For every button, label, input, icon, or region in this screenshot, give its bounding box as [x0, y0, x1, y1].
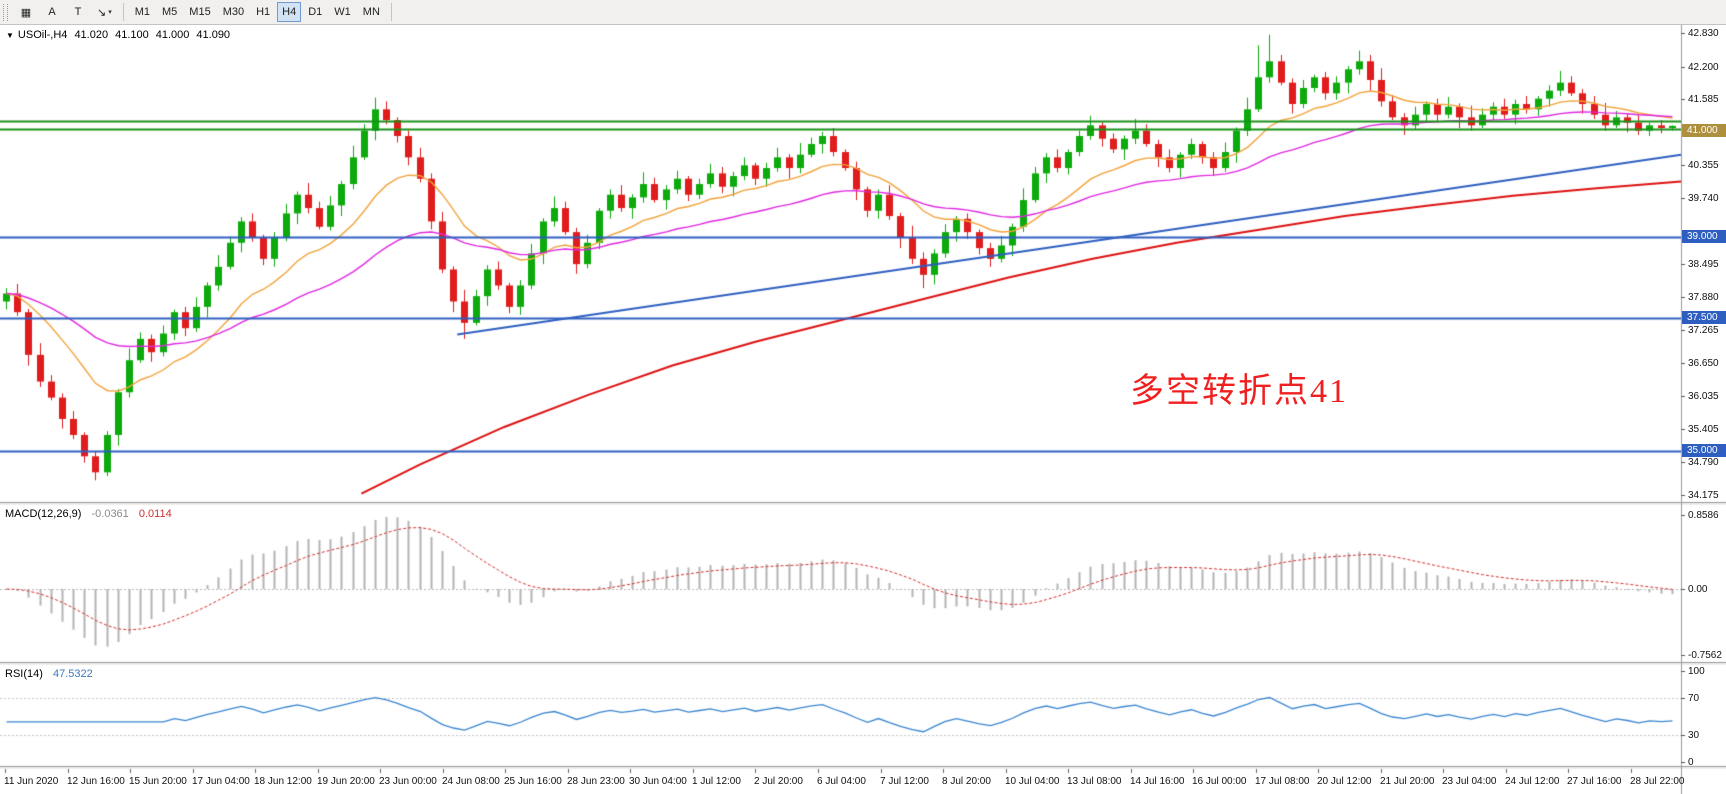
windows-grid-tool-button[interactable]: ▦	[14, 2, 38, 22]
timeframe-h1-button[interactable]: H1	[251, 2, 275, 22]
time-axis-label: 1 Jul 12:00	[692, 776, 741, 787]
dropdown-caret-icon: ▾	[108, 9, 112, 16]
macd-signal-value: 0.0114	[138, 508, 172, 520]
time-axis-label: 19 Jun 20:00	[317, 776, 375, 787]
rsi-value: 47.5322	[52, 668, 93, 680]
time-axis-label: 21 Jul 20:00	[1380, 776, 1435, 787]
draw-tools-tool-button[interactable]: ↘ ▾	[92, 2, 117, 22]
price-tag: 37.500	[1682, 311, 1726, 324]
toolbar-drag-handle[interactable]	[3, 3, 8, 21]
timeframe-d1-button[interactable]: D1	[303, 2, 327, 22]
price-axis-label: 38.495	[1688, 259, 1719, 270]
macd-main-value: -0.0361	[91, 508, 129, 520]
toolbar-tools-group: ▦ A T ↘ ▾	[13, 2, 118, 22]
time-axis-label: 11 Jun 2020	[4, 776, 59, 787]
time-axis-label: 15 Jun 20:00	[129, 776, 187, 787]
price-axis-label: 37.265	[1688, 325, 1719, 336]
time-axis-label: 17 Jun 04:00	[192, 776, 250, 787]
rsi-axis-label: 30	[1688, 730, 1700, 741]
time-axis-label: 7 Jul 12:00	[880, 776, 929, 787]
timeframe-m15-button[interactable]: M15	[184, 2, 215, 22]
timeframe-h4-button[interactable]: H4	[277, 2, 302, 22]
time-axis-label: 6 Jul 04:00	[817, 776, 866, 787]
ohlc-open: 41.020	[74, 29, 109, 41]
timeframe-w1-button[interactable]: W1	[329, 2, 356, 22]
annotate-a-tool-button[interactable]: A	[40, 2, 64, 22]
toolbar-timeframes-group: M1 M5 M15 M30 H1 H4 D1 W1 MN	[129, 2, 386, 22]
time-axis-label: 2 Jul 20:00	[754, 776, 803, 787]
timeframe-m1-button[interactable]: M1	[130, 2, 155, 22]
ohlc-close: 41.090	[196, 29, 231, 41]
time-axis-label: 10 Jul 04:00	[1005, 776, 1060, 787]
chart-canvas[interactable]	[0, 25, 1726, 794]
ohlc-high: 41.100	[115, 29, 149, 41]
macd-axis-label: 0.8586	[1688, 510, 1719, 521]
rsi-axis-label: 0	[1688, 757, 1694, 768]
price-axis-label: 37.880	[1688, 292, 1719, 303]
time-axis[interactable]: 11 Jun 2020 12 Jun 16:00 15 Jun 20:00 17 Ju…	[0, 769, 1685, 794]
time-axis-label: 24 Jul 12:00	[1505, 776, 1560, 787]
price-axis-label: 39.740	[1688, 193, 1719, 204]
macd-axis-label: -0.7562	[1688, 650, 1722, 661]
symbol-ohlc-line: ▼ USOil-,H4 41.020 41.100 41.000 41.090	[6, 29, 230, 41]
price-tag: 41.000	[1682, 124, 1726, 137]
price-axis-label: 36.035	[1688, 391, 1719, 402]
time-axis-label: 23 Jun 00:00	[379, 776, 437, 787]
price-tag: 35.000	[1682, 444, 1726, 457]
time-axis-label: 23 Jul 04:00	[1442, 776, 1497, 787]
time-axis-label: 20 Jul 12:00	[1317, 776, 1372, 787]
macd-axis-label: 0.00	[1688, 584, 1708, 595]
price-axis-label: 35.405	[1688, 424, 1719, 435]
price-tag: 39.000	[1682, 230, 1726, 243]
time-axis-label: 17 Jul 08:00	[1255, 776, 1310, 787]
rsi-indicator-header: RSI(14) 47.5322	[5, 668, 93, 680]
rsi-label: RSI(14)	[5, 668, 43, 680]
chart-dropdown-icon[interactable]: ▼	[6, 30, 14, 40]
timeframe-mn-button[interactable]: MN	[358, 2, 385, 22]
time-axis-label: 24 Jun 08:00	[442, 776, 500, 787]
price-axis-label: 40.355	[1688, 160, 1719, 171]
toolbar-separator	[390, 3, 392, 21]
symbol-period-label: USOil-,H4	[17, 29, 68, 41]
price-axis-label: 42.200	[1688, 62, 1719, 73]
timeframe-m5-button[interactable]: M5	[157, 2, 182, 22]
time-axis-label: 18 Jun 12:00	[254, 776, 312, 787]
text-tool-tool-button[interactable]: T	[66, 2, 90, 22]
time-axis-label: 14 Jul 16:00	[1130, 776, 1185, 787]
price-axis-label: 34.175	[1688, 490, 1719, 501]
time-axis-label: 28 Jul 22:00	[1630, 776, 1685, 787]
time-axis-label: 13 Jul 08:00	[1067, 776, 1122, 787]
price-axis[interactable]: 42.830 42.200 41.585 40.355 39.740 38.495 37.8…	[1681, 25, 1726, 794]
price-axis-label: 36.650	[1688, 358, 1719, 369]
ohlc-low: 41.000	[155, 29, 190, 41]
time-axis-label: 25 Jun 16:00	[504, 776, 562, 787]
time-axis-label: 16 Jul 00:00	[1192, 776, 1247, 787]
toolbar-separator	[122, 3, 124, 21]
time-axis-label: 30 Jun 04:00	[629, 776, 687, 787]
chart-annotation: 多空转折点41	[1130, 373, 1348, 410]
macd-label: MACD(12,26,9)	[5, 508, 82, 520]
rsi-axis-label: 70	[1688, 693, 1700, 704]
time-axis-label: 8 Jul 20:00	[942, 776, 991, 787]
timeframe-m30-button[interactable]: M30	[218, 2, 249, 22]
macd-indicator-header: MACD(12,26,9) -0.0361 0.0114	[5, 508, 172, 520]
price-axis-label: 42.830	[1688, 28, 1719, 39]
toolbar: ▦ A T ↘ ▾ M1 M5 M15 M30 H1 H4 D1 W1 MN	[0, 0, 1726, 25]
time-axis-label: 27 Jul 16:00	[1567, 776, 1622, 787]
price-axis-label: 41.585	[1688, 94, 1719, 105]
time-axis-label: 12 Jun 16:00	[67, 776, 125, 787]
chart-area: ▼ USOil-,H4 41.020 41.100 41.000 41.090 …	[0, 25, 1726, 794]
time-axis-label: 28 Jun 23:00	[567, 776, 625, 787]
rsi-axis-label: 100	[1688, 666, 1705, 677]
price-axis-label: 34.790	[1688, 457, 1719, 468]
